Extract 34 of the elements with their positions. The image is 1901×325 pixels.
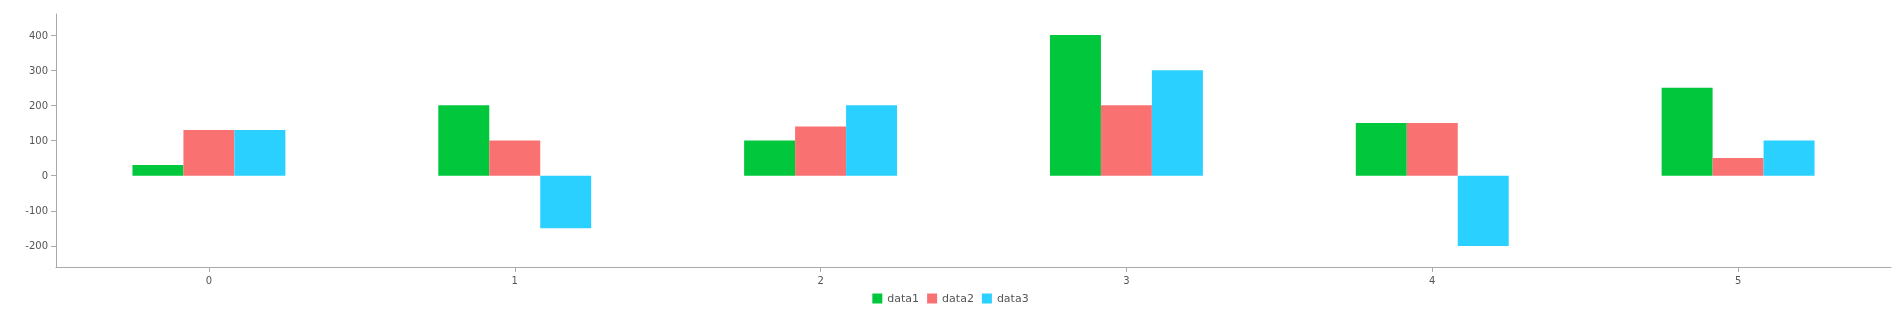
legend-label: data1 [887,292,920,305]
bar [744,140,796,176]
bar [1661,87,1713,176]
y-tick-label: 300 [28,64,48,76]
x-tick-label: 1 [511,274,518,286]
bar [1151,70,1203,176]
x-tick-label: 5 [1734,274,1742,286]
legend-label: data2 [942,292,974,305]
x-tick-label: 0 [205,274,213,286]
x-tick-label: 3 [1123,274,1130,286]
bar [846,105,898,176]
bar [438,105,490,176]
bar [540,175,592,229]
bar [1406,122,1458,176]
x-tick-label: 2 [817,274,824,286]
y-tick-label: 0 [41,170,48,182]
y-tick-label: 200 [28,99,48,111]
y-tick-label: -200 [25,240,48,252]
bar [1763,140,1815,176]
y-tick-label: 100 [28,135,48,146]
bar [183,129,235,176]
bar [1355,122,1407,176]
x-tick-label: 4 [1429,274,1436,286]
bar [1100,105,1152,176]
bar [234,129,286,176]
bar [132,165,184,176]
legend-label: data3 [996,292,1029,305]
bar [1049,35,1101,176]
bar [795,126,847,176]
bar [1457,175,1509,246]
bar [1712,158,1764,176]
bar [489,140,541,176]
y-tick-label: -100 [25,205,48,217]
y-tick-label: 400 [28,29,48,41]
